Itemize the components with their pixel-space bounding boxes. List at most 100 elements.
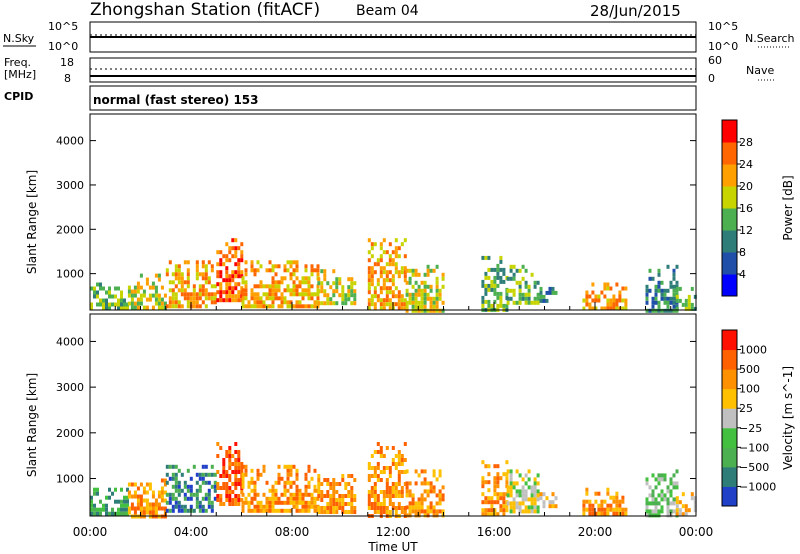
colorbar-tick-label: −500	[739, 461, 769, 474]
echo-region-1	[127, 273, 167, 310]
colorbar-segment	[722, 274, 737, 297]
nave-tick-low: 0	[708, 72, 715, 85]
y-axis-label: Slant Range [km]	[25, 373, 39, 477]
echo-region-7	[405, 264, 445, 313]
nsky-panel: N.Sky 10^5 10^0 10^5 10^0 N.Search	[3, 20, 795, 53]
echo-region-3	[216, 238, 244, 303]
colorbar-segment	[722, 486, 737, 507]
y-tick-label: 4000	[56, 335, 84, 348]
nsky-tick-low: 10^0	[48, 40, 78, 53]
colorbar: 4 8 12 16 20 24 28 Power [dB]	[721, 119, 795, 297]
mode-label: normal (fast stereo) 153	[93, 93, 259, 107]
colorbar-tick-label: 24	[739, 158, 753, 171]
nave-label: Nave	[746, 64, 774, 77]
y-tick-label: 3000	[56, 381, 84, 394]
y-tick-label: 1000	[56, 473, 84, 486]
x-tick-label: 08:00	[275, 525, 310, 539]
freq-frame	[89, 57, 697, 83]
nsky-tick-high: 10^5	[48, 20, 78, 33]
echo-region-12	[645, 469, 679, 518]
freq-label-line2: [MHz]	[4, 68, 36, 81]
echo-region-10	[539, 492, 558, 509]
echo-region-11	[582, 487, 628, 516]
power-panel: 1000 2000 3000 4000 Slant Range [km] 4 8 12 16 20…	[25, 113, 795, 313]
colorbar-segment	[722, 120, 737, 143]
cpid-frame	[89, 85, 697, 111]
cpid-panel: CPID	[4, 85, 697, 111]
nsearch-tick-high: 10^5	[708, 20, 738, 33]
chart-title-beam: Beam 04	[356, 3, 419, 19]
echo-region-7	[405, 469, 445, 518]
freq-tick-low: 8	[64, 72, 71, 85]
colorbar-segment	[722, 142, 737, 165]
chart-title-station: Zhongshan Station (fitACF)	[90, 0, 321, 20]
echo-region-2	[165, 464, 217, 513]
colorbar-tick-label: 25	[739, 402, 753, 415]
echo-region-0	[90, 282, 129, 311]
echo-region-6	[367, 442, 407, 518]
y-tick-label: 1000	[56, 268, 84, 281]
freq-label-line1: Freq.	[4, 56, 31, 69]
colorbar-tick-label: −100	[739, 441, 769, 454]
y-tick-label: 3000	[56, 179, 84, 192]
colorbar-segment	[722, 252, 737, 275]
x-tick-label: 16:00	[477, 525, 512, 539]
echo-region-13	[675, 492, 697, 517]
x-tick-label: 12:00	[376, 525, 411, 539]
colorbar-segment	[722, 427, 737, 448]
echo-region-8	[481, 255, 509, 312]
colorbar-tick-label: 1000	[739, 344, 767, 357]
velocity-panel: 1000 2000 3000 4000 Slant Range [km] 00:00 04:…	[25, 313, 795, 554]
colorbar-tick-label: 8	[739, 246, 746, 259]
chart-title-date: 28/Jun/2015	[590, 2, 681, 20]
freq-panel: Freq. [MHz] 18 8 60 0 Nave	[4, 54, 776, 85]
echo-region-10	[539, 286, 558, 303]
colorbar-label: Power [dB]	[781, 175, 795, 240]
echo-region-9	[506, 469, 540, 514]
echo-region-11	[582, 282, 628, 311]
echo-region-9	[506, 264, 540, 305]
echo-region-5	[317, 269, 357, 306]
x-tick-label: 04:00	[174, 525, 209, 539]
y-tick-label: 2000	[56, 427, 84, 440]
echo-region-6	[367, 238, 407, 311]
colorbar-frame	[721, 329, 738, 507]
colorbar-segment	[722, 230, 737, 253]
echo-layer	[90, 442, 697, 519]
colorbar-segment	[722, 466, 737, 487]
colorbar-tick-label: 16	[739, 202, 753, 215]
x-axis-label: Time UT	[367, 540, 418, 554]
colorbar-tick-label: 500	[739, 363, 760, 376]
echo-region-0	[90, 487, 129, 516]
colorbar-segment	[722, 369, 737, 390]
nsearch-tick-low: 10^0	[708, 40, 738, 53]
colorbar-tick-label: 100	[739, 383, 760, 396]
colorbar-segment	[722, 349, 737, 370]
echo-region-12	[645, 264, 679, 313]
nsearch-label: N.Search	[745, 32, 795, 45]
y-axis-label: Slant Range [km]	[25, 170, 39, 274]
freq-tick-high: 18	[60, 56, 74, 69]
echo-region-2	[165, 260, 217, 309]
colorbar-tick-label: 4	[739, 268, 746, 281]
colorbar-segment	[722, 408, 737, 429]
colorbar-segment	[722, 208, 737, 231]
colorbar-segment	[722, 186, 737, 209]
colorbar-label: Velocity [m s^-1]	[781, 366, 795, 470]
x-tick-label: 00:00	[679, 525, 714, 539]
colorbar-tick-label: 28	[739, 136, 753, 149]
colorbar-segment	[722, 388, 737, 409]
echo-region-4	[241, 260, 320, 309]
nsky-label: N.Sky	[3, 32, 35, 45]
echo-region-8	[481, 460, 509, 517]
echo-layer	[90, 238, 697, 313]
y-tick-label: 2000	[56, 223, 84, 236]
x-tick-label: 00:00	[73, 525, 108, 539]
echo-region-3	[216, 442, 244, 506]
colorbar-tick-label: 12	[739, 224, 753, 237]
colorbar-segment	[722, 164, 737, 187]
nave-tick-high: 60	[708, 54, 722, 67]
echo-region-4	[241, 464, 320, 513]
colorbar-tick-label: 20	[739, 180, 753, 193]
